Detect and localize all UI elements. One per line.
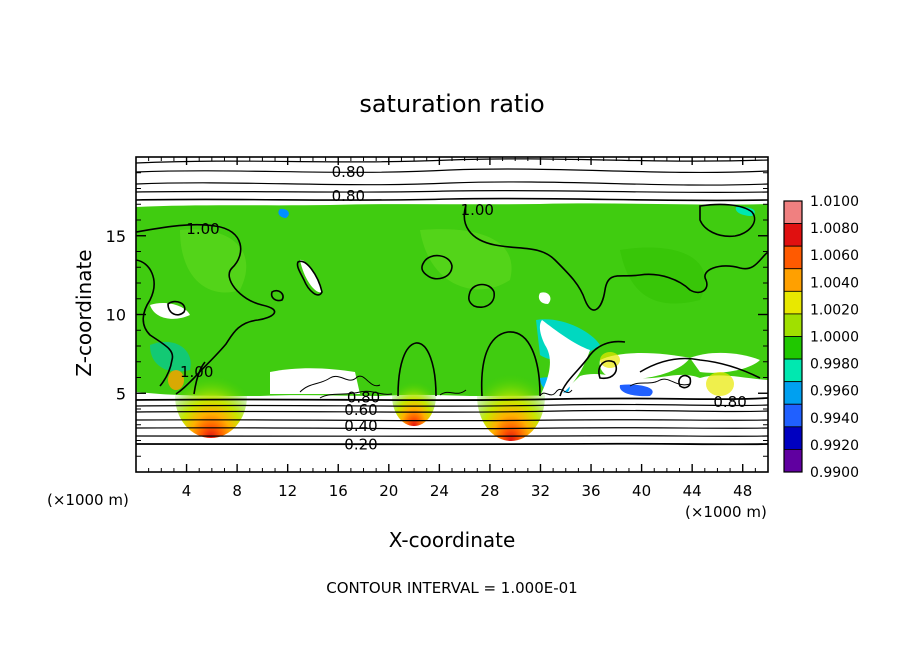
x-tick-label: 4 xyxy=(182,482,192,500)
x-tick-label: 20 xyxy=(379,482,398,500)
colorbar-swatch xyxy=(783,245,803,270)
contour-labels: 0.800.801.001.001.000.800.600.400.200.80 xyxy=(180,163,747,454)
colorbar-swatch xyxy=(783,426,803,450)
colorbar-swatch xyxy=(783,449,803,473)
green-layer xyxy=(136,203,768,396)
colorbar-label: 1.0100 xyxy=(810,194,859,210)
colorbar-swatch xyxy=(783,336,803,360)
x-axis: 4 8 12 16 20 24 28 32 36 40 44 48 xyxy=(148,157,756,500)
contour-label: 0.60 xyxy=(344,401,377,419)
x-unit-right: (×1000 m) xyxy=(685,503,767,521)
x-tick-label: 16 xyxy=(329,482,348,500)
contour-label: 0.80 xyxy=(347,388,380,406)
colorbar-swatch xyxy=(783,313,803,337)
upper-contours xyxy=(136,158,768,202)
colorbar-swatch xyxy=(783,358,803,383)
y-axis: 5 10 15 xyxy=(106,172,768,457)
y-tick-label: 10 xyxy=(106,306,126,325)
colorbar-label: 0.9900 xyxy=(810,465,859,481)
x-tick-label: 40 xyxy=(632,482,651,500)
y-tick-label: 15 xyxy=(106,227,126,246)
x-unit-left: (×1000 m) xyxy=(47,491,129,509)
colorbar-frame xyxy=(783,200,803,473)
x-tick-label: 8 xyxy=(232,482,242,500)
colorbar-label: 1.0000 xyxy=(810,330,859,346)
plot-field: 0.800.801.001.001.000.800.600.400.200.80 xyxy=(136,157,768,472)
lower-contours xyxy=(136,397,768,446)
contour-label: 1.00 xyxy=(180,363,213,381)
warm-core xyxy=(392,366,436,426)
colorbar-label: 0.9980 xyxy=(810,357,859,373)
contour-label: 0.80 xyxy=(332,187,365,205)
warm-core xyxy=(477,351,545,441)
contour-label: 0.80 xyxy=(332,163,365,181)
contour-label: 1.00 xyxy=(186,220,219,238)
x-tick-label: 36 xyxy=(581,482,600,500)
colorbar-swatch xyxy=(783,381,803,405)
x-tick-label: 48 xyxy=(733,482,752,500)
contour-label: 0.80 xyxy=(713,393,746,411)
chart-title: saturation ratio xyxy=(359,90,544,118)
colorbar-label: 1.0060 xyxy=(810,248,859,264)
contour-label: 0.20 xyxy=(344,436,377,454)
colorbar-label: 0.9960 xyxy=(810,384,859,400)
cloud-contours xyxy=(136,203,768,397)
colorbar-swatch xyxy=(783,223,803,247)
colorbar-label: 0.9920 xyxy=(810,438,859,454)
x-tick-label: 32 xyxy=(531,482,550,500)
colorbar: 1.0100 1.0080 1.0060 1.0040 1.0020 1.0000 0.99… xyxy=(783,194,859,481)
x-tick-label: 24 xyxy=(430,482,449,500)
noise-contours xyxy=(299,375,691,399)
y-axis-title: Z-coordinate xyxy=(72,249,96,376)
contour-label: 1.00 xyxy=(461,201,494,219)
colorbar-label: 1.0080 xyxy=(810,221,859,237)
x-tick-label: 12 xyxy=(278,482,297,500)
contour-label: 0.40 xyxy=(344,417,377,435)
x-tick-label: 44 xyxy=(683,482,702,500)
x-tick-label: 28 xyxy=(480,482,499,500)
y-tick-label: 5 xyxy=(116,384,126,403)
colorbar-label: 0.9940 xyxy=(810,411,859,427)
contour-interval-note: CONTOUR INTERVAL = 1.000E-01 xyxy=(326,579,577,597)
colorbar-label: 1.0020 xyxy=(810,302,859,318)
colorbar-swatch xyxy=(783,403,803,428)
colorbar-swatch xyxy=(783,268,803,292)
colorbar-swatch xyxy=(783,290,803,315)
warm-core xyxy=(175,354,247,438)
x-axis-title: X-coordinate xyxy=(389,528,516,552)
colorbar-swatch xyxy=(783,200,803,224)
colorbar-label: 1.0040 xyxy=(810,275,859,291)
